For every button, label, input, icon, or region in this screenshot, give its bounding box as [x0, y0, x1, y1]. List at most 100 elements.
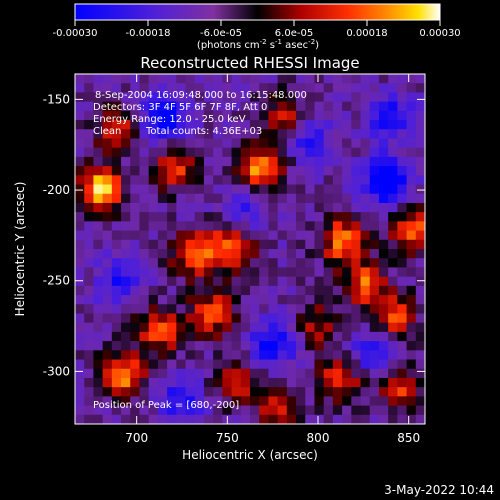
- heatmap-cell: [369, 368, 380, 379]
- heatmap-cell: [130, 83, 141, 94]
- heatmap-cell: [148, 295, 159, 305]
- heatmap-cell: [75, 276, 85, 287]
- heatmap-cell: [111, 304, 122, 315]
- heatmap-cell: [139, 341, 150, 351]
- heatmap-cell: [185, 396, 196, 407]
- heatmap-cell: [406, 331, 417, 342]
- heatmap-cell: [388, 405, 398, 416]
- heatmap-cell: [213, 221, 223, 232]
- heatmap-cell: [351, 83, 362, 94]
- heatmap-cell: [176, 368, 187, 379]
- heatmap-cell: [378, 120, 389, 130]
- heatmap-cell: [213, 175, 223, 186]
- heatmap-cell: [415, 120, 425, 130]
- heatmap-cell: [240, 230, 251, 241]
- heatmap-cell: [148, 331, 159, 342]
- heatmap-cell: [268, 156, 279, 167]
- heatmap-cell: [194, 239, 205, 250]
- heatmap-cell: [139, 350, 150, 361]
- heatmap-cell: [176, 156, 187, 167]
- heatmap-cell: [213, 230, 223, 241]
- heatmap-cell: [332, 74, 343, 84]
- heatmap-cell: [305, 249, 316, 259]
- heatmap-cell: [240, 83, 251, 94]
- heatmap-cell: [369, 230, 380, 241]
- heatmap-cell: [369, 138, 380, 149]
- heatmap-cell: [157, 414, 168, 424]
- plot-frame: [74, 73, 426, 425]
- heatmap-cell: [342, 396, 352, 407]
- heatmap-cell: [75, 285, 85, 296]
- heatmap-cell: [194, 202, 205, 213]
- heatmap-cell: [231, 230, 242, 241]
- heatmap-cell: [314, 331, 325, 342]
- heatmap-cell: [296, 129, 306, 140]
- heatmap-cell: [378, 304, 389, 315]
- heatmap-cell: [148, 249, 159, 259]
- heatmap-cell: [268, 341, 279, 351]
- heatmap-cell: [342, 276, 352, 287]
- heatmap-cell: [148, 184, 159, 195]
- heatmap-cell: [323, 202, 334, 213]
- heatmap-cell: [102, 129, 113, 140]
- heatmap-cell: [194, 405, 205, 416]
- heatmap-cell: [342, 249, 352, 259]
- heatmap-cell: [388, 387, 398, 397]
- y-tick-label: -200: [43, 183, 70, 197]
- heatmap-cell: [213, 202, 223, 213]
- heatmap-cell: [342, 387, 352, 397]
- heatmap-cell: [84, 304, 95, 315]
- heatmap-cell: [342, 313, 352, 324]
- heatmap-cell: [167, 331, 177, 342]
- heatmap-cell: [222, 368, 233, 379]
- heatmap-cell: [286, 175, 297, 186]
- heatmap-cell: [213, 368, 223, 379]
- heatmap-cell: [286, 147, 297, 158]
- heatmap-cell: [222, 341, 233, 351]
- heatmap-cell: [388, 350, 398, 361]
- heatmap-cell: [75, 74, 85, 84]
- heatmap-cell: [203, 175, 214, 186]
- heatmap-cell: [84, 83, 95, 94]
- heatmap-cell: [111, 166, 122, 176]
- heatmap-cell: [75, 184, 85, 195]
- heatmap-cell: [231, 74, 242, 84]
- heatmap-cell: [157, 405, 168, 416]
- heatmap-cell: [240, 396, 251, 407]
- heatmap-cell: [250, 239, 260, 250]
- heatmap-cell: [84, 276, 95, 287]
- heatmap-cell: [415, 230, 425, 241]
- heatmap-cell: [139, 193, 150, 204]
- heatmap-cell: [185, 285, 196, 296]
- heatmap-cell: [406, 368, 417, 379]
- heatmap-cell: [388, 101, 398, 112]
- heatmap-cell: [397, 359, 408, 370]
- heatmap-cell: [305, 387, 316, 397]
- heatmap-cell: [277, 92, 288, 103]
- heatmap-cell: [332, 101, 343, 112]
- heatmap-cell: [360, 212, 371, 222]
- heatmap-cell: [286, 101, 297, 112]
- heatmap-cell: [111, 387, 122, 397]
- heatmap-cell: [314, 175, 325, 186]
- heatmap-cell: [167, 202, 177, 213]
- heatmap-cell: [121, 249, 131, 259]
- heatmap-cell: [139, 221, 150, 232]
- heatmap-cell: [102, 166, 113, 176]
- heatmap-cell: [176, 258, 187, 269]
- colorbar-tick-label: 6.0e-05: [275, 28, 313, 39]
- heatmap-cell: [388, 396, 398, 407]
- heatmap-cell: [176, 193, 187, 204]
- heatmap-cell: [139, 322, 150, 333]
- heatmap-cell: [259, 74, 270, 84]
- heatmap-cell: [167, 175, 177, 186]
- heatmap-cell: [84, 230, 95, 241]
- heatmap-cell: [203, 239, 214, 250]
- heatmap-cell: [323, 156, 334, 167]
- y-axis-label: Heliocentric Y (arcsec): [13, 182, 27, 317]
- heatmap-cell: [231, 368, 242, 379]
- heatmap-cell: [286, 387, 297, 397]
- heatmap-cell: [102, 193, 113, 204]
- heatmap-cell: [286, 221, 297, 232]
- heatmap-cell: [203, 83, 214, 94]
